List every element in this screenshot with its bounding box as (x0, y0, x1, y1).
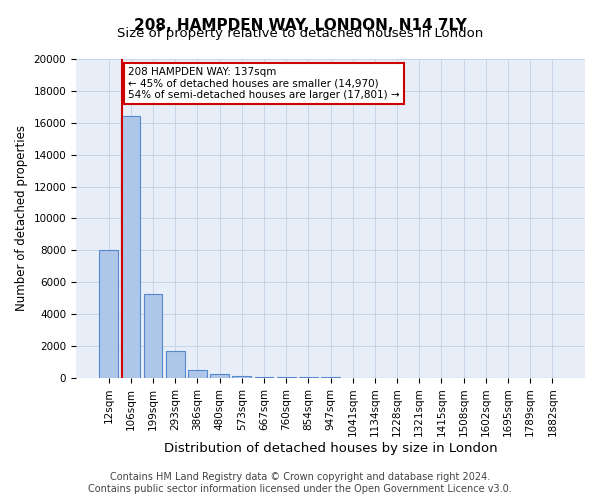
Bar (143, 294, 163, 378)
X-axis label: Distribution of detached houses by size in London: Distribution of detached houses by size … (164, 442, 497, 455)
Bar (188, 370, 207, 378)
Bar (210, 374, 229, 378)
Bar (166, 351, 185, 378)
Bar (99, 250, 118, 378)
Bar (277, 377, 296, 378)
Text: 208 HAMPDEN WAY: 137sqm
← 45% of detached houses are smaller (14,970)
54% of sem: 208 HAMPDEN WAY: 137sqm ← 45% of detache… (128, 67, 400, 100)
Bar (121, 116, 140, 378)
Text: Contains HM Land Registry data © Crown copyright and database right 2024.
Contai: Contains HM Land Registry data © Crown c… (88, 472, 512, 494)
Y-axis label: Number of detached properties: Number of detached properties (15, 126, 28, 312)
Text: 208, HAMPDEN WAY, LONDON, N14 7LY: 208, HAMPDEN WAY, LONDON, N14 7LY (134, 18, 466, 32)
Bar (254, 376, 274, 378)
Text: Size of property relative to detached houses in London: Size of property relative to detached ho… (117, 28, 483, 40)
Bar (232, 376, 251, 378)
